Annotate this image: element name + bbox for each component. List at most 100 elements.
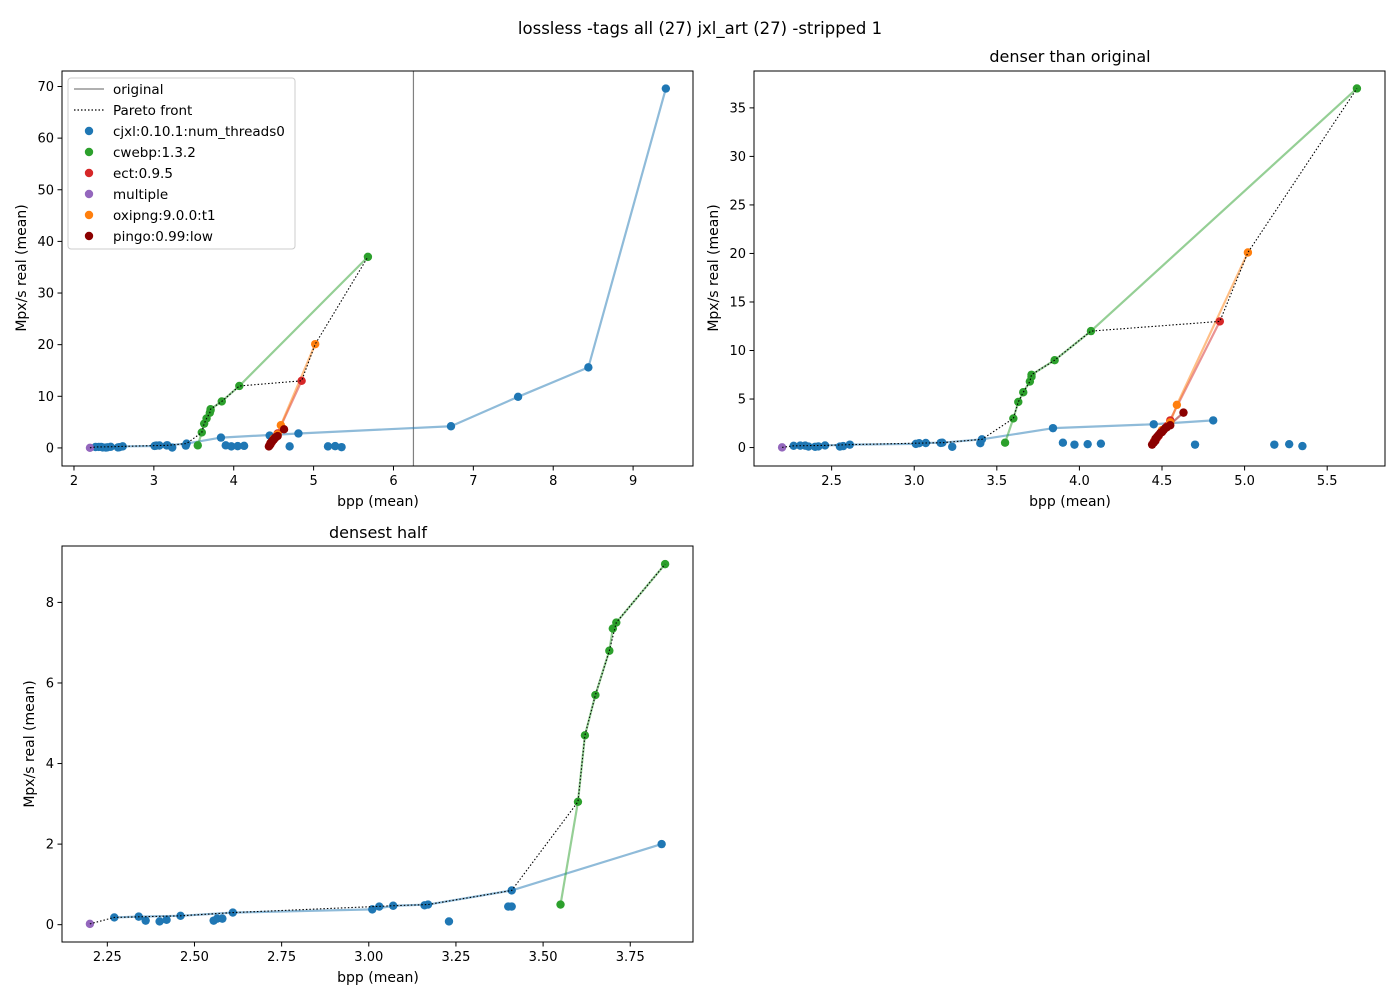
panel-densest-title: densest half: [329, 523, 427, 542]
cwebp-point: [1009, 414, 1018, 423]
x-tick-label: 5.5: [1317, 474, 1338, 489]
y-tick-label: 25: [729, 198, 746, 213]
y-tick-label: 70: [37, 80, 54, 95]
x-tick-label: 2.50: [180, 950, 209, 965]
oxipng-point: [1243, 248, 1253, 257]
pareto-front-line: [89, 256, 369, 449]
plot-area: [85, 71, 671, 466]
x-tick-label: 8: [549, 474, 557, 489]
y-tick-label: 30: [729, 150, 746, 165]
cjxl-point: [294, 429, 303, 438]
x-tick-label: 3: [150, 474, 158, 489]
cjxl-point: [804, 442, 813, 451]
cjxl-point: [375, 902, 384, 911]
cwebp-point: [1014, 397, 1023, 407]
panel-overview-xlabel: bpp (mean): [337, 494, 419, 510]
cwebp-point: [1027, 370, 1036, 379]
legend-multiple-label: multiple: [113, 187, 168, 203]
cjxl-point: [155, 441, 164, 450]
cjxl-point: [507, 902, 516, 911]
panel-denser-ylabel: Mpx/s real (mean): [706, 204, 722, 331]
plot-area: [85, 559, 670, 929]
x-tick-label: 4.5: [1152, 474, 1173, 489]
cjxl-point: [1190, 440, 1200, 449]
y-tick-label: 10: [729, 344, 746, 359]
cjxl-point: [1083, 439, 1092, 449]
cjxl-point: [388, 901, 398, 910]
cjxl-point: [1209, 416, 1218, 425]
cjxl-point: [218, 914, 227, 923]
legend: original Pareto front cjxl:0.10.1:num_th…: [67, 77, 296, 250]
cjxl-point: [155, 917, 164, 926]
cwebp-point: [1086, 326, 1096, 336]
panel-denser-title: denser than original: [989, 47, 1150, 66]
x-tick-label: 6: [389, 474, 397, 489]
y-tick-label: 0: [46, 918, 54, 933]
pareto-front-line: [89, 563, 666, 925]
x-tick-label: 5: [309, 474, 317, 489]
legend-cwebp-marker: [84, 147, 94, 157]
cjxl-point: [216, 433, 226, 442]
y-tick-label: 5: [738, 393, 746, 408]
axes-frame: [753, 70, 1386, 467]
legend-ect-marker: [84, 168, 94, 178]
cjxl-point: [1048, 423, 1058, 433]
cjxl-point: [285, 442, 294, 451]
pingo-point: [273, 431, 282, 441]
cjxl-point: [182, 439, 191, 448]
panel-overview: bpp (mean) Mpx/s real (mean) 2 3 4 5 6 7 8 9 0 10…: [14, 70, 694, 510]
cjxl-point: [446, 422, 456, 431]
panel-densest-ylabel: Mpx/s real (mean): [22, 680, 38, 807]
y-tick-label: 0: [738, 441, 746, 456]
cwebp-point: [1000, 438, 1010, 447]
y-tick-label: 4: [46, 757, 54, 772]
y-tick-label: 30: [37, 287, 54, 302]
x-tick-label: 3.00: [354, 950, 383, 965]
x-tick-label: 9: [629, 474, 637, 489]
x-tick-label: 2.25: [93, 950, 122, 965]
figure-suptitle: lossless -tags all (27) jxl_art (27) -st…: [518, 19, 882, 39]
cwebp-point: [580, 731, 590, 740]
panel-denser-plot: 2.5 3.0 3.5 4.0 4.5 5.0 5.5 0 5 10 15 20 25 30 35: [729, 70, 1386, 489]
cwebp-point: [193, 441, 202, 450]
cjxl-point: [814, 442, 823, 451]
x-tick-label: 2.75: [267, 950, 296, 965]
cjxl-point: [444, 917, 454, 926]
cwebp-point: [235, 381, 244, 391]
panel-densest-plot: 2.25 2.50 2.75 3.00 3.25 3.50 3.75 0 2 4 6 8: [46, 545, 694, 965]
axes-frame: [61, 70, 694, 467]
cjxl-point: [168, 443, 177, 452]
legend-pingo-marker: [84, 231, 94, 241]
legend-frame: [67, 77, 296, 250]
panel-densest-xlabel: bpp (mean): [337, 970, 419, 986]
panel-densest-half: densest half bpp (mean) Mpx/s real (mean…: [22, 523, 694, 986]
x-tick-label: 7: [469, 474, 477, 489]
pingo-point: [1179, 408, 1188, 417]
cjxl-point: [661, 84, 671, 93]
x-tick-label: 3.50: [529, 950, 558, 965]
cjxl-point: [1284, 439, 1294, 449]
legend-pingo-label: pingo:0.99:low: [113, 229, 213, 245]
legend-ect-label: ect:0.9.5: [113, 166, 173, 182]
cjxl-point: [1270, 440, 1279, 449]
x-tick-label: 4: [230, 474, 238, 489]
cwebp-point: [1352, 84, 1362, 93]
cjxl-point: [1149, 420, 1158, 429]
cjxl-point: [239, 441, 249, 451]
plot-area: [777, 84, 1362, 452]
cwebp-point: [573, 797, 583, 807]
cjxl-point: [839, 441, 848, 451]
cwebp-point: [591, 690, 600, 700]
panel-denser-than-original: denser than original bpp (mean) Mpx/s re…: [706, 47, 1386, 510]
y-tick-label: 40: [37, 235, 54, 250]
legend-cjxl-marker: [84, 126, 94, 136]
cjxl-point: [657, 839, 666, 849]
cjxl-point: [948, 442, 957, 451]
x-tick-label: 2: [70, 474, 78, 489]
cjxl-point: [227, 442, 236, 451]
legend-multiple-marker: [84, 189, 94, 199]
legend-original-label: original: [113, 82, 163, 98]
pingo-point: [279, 425, 289, 434]
cjxl-point: [323, 442, 333, 451]
cjxl-point: [106, 442, 115, 451]
